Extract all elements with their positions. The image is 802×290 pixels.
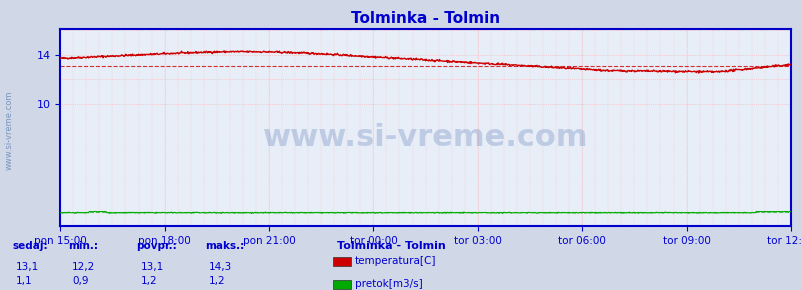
Bar xyxy=(333,257,350,266)
Text: 1,1: 1,1 xyxy=(16,276,33,286)
Text: min.:: min.: xyxy=(68,241,98,251)
Title: Tolminka - Tolmin: Tolminka - Tolmin xyxy=(350,11,500,26)
Text: 13,1: 13,1 xyxy=(140,262,164,272)
Text: 14,3: 14,3 xyxy=(209,262,232,272)
Text: 13,1: 13,1 xyxy=(16,262,39,272)
Text: 1,2: 1,2 xyxy=(140,276,157,286)
Text: temperatura[C]: temperatura[C] xyxy=(354,256,435,266)
Text: 12,2: 12,2 xyxy=(72,262,95,272)
Text: pretok[m3/s]: pretok[m3/s] xyxy=(354,279,422,289)
Text: 1,2: 1,2 xyxy=(209,276,225,286)
Text: 0,9: 0,9 xyxy=(72,276,89,286)
Text: www.si-vreme.com: www.si-vreme.com xyxy=(262,123,588,152)
Text: Tolminka - Tolmin: Tolminka - Tolmin xyxy=(337,241,445,251)
Text: sedaj:: sedaj: xyxy=(12,241,47,251)
Bar xyxy=(333,280,350,289)
Text: www.si-vreme.com: www.si-vreme.com xyxy=(5,91,14,170)
Text: povpr.:: povpr.: xyxy=(136,241,177,251)
Text: maks.:: maks.: xyxy=(205,241,244,251)
